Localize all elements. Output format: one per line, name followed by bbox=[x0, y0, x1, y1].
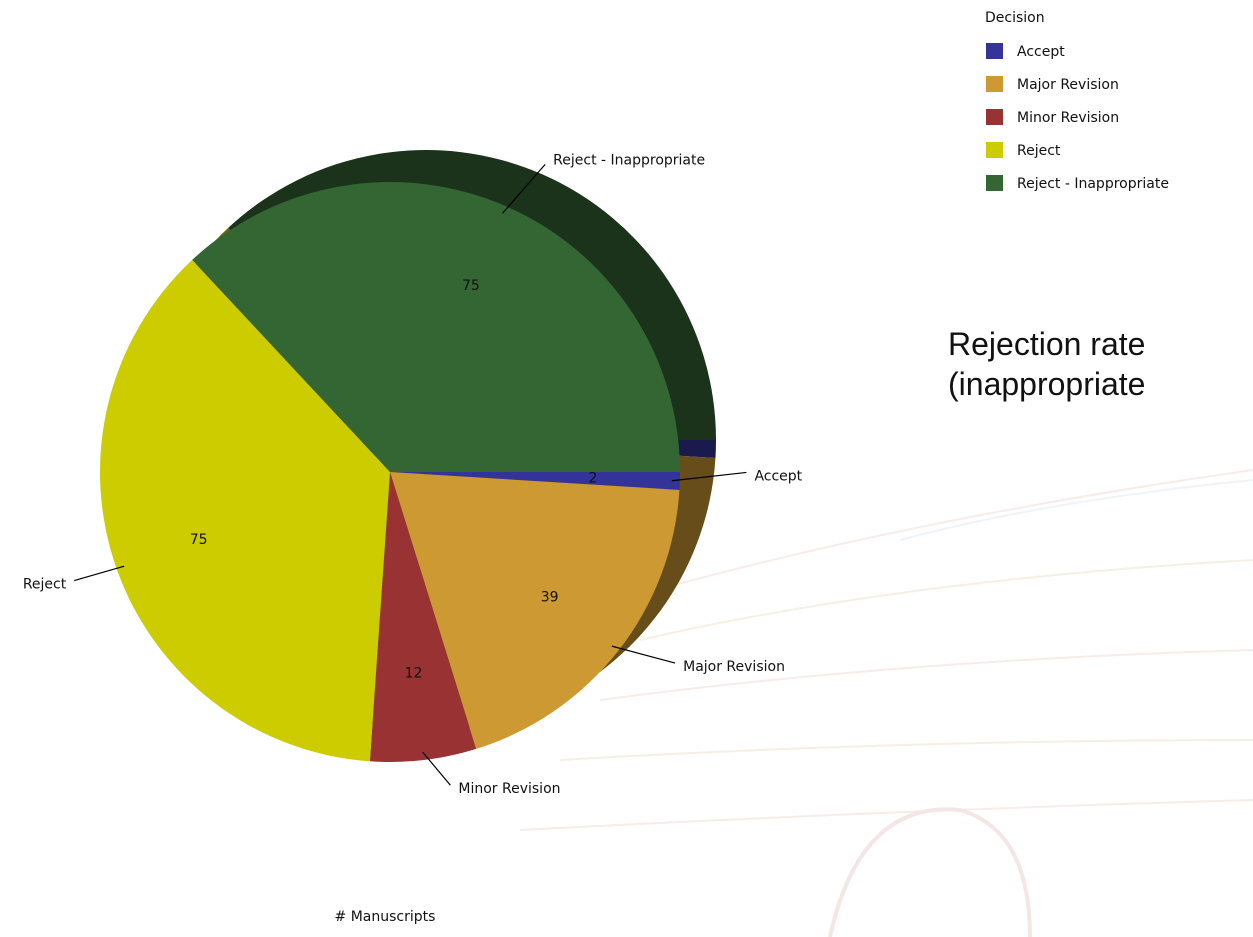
slice-label: Accept bbox=[754, 468, 802, 484]
leader-line bbox=[422, 751, 451, 786]
leader-line bbox=[671, 471, 747, 482]
slice-label: Major Revision bbox=[683, 659, 785, 675]
annotation: Rejection rate bbox=[948, 326, 1145, 362]
legend-swatch bbox=[986, 142, 1003, 158]
legend-swatch bbox=[986, 175, 1003, 191]
legend-entry: Accept bbox=[1017, 44, 1065, 60]
leader-line bbox=[501, 163, 546, 214]
value-label: 39 bbox=[541, 589, 559, 605]
slice bbox=[369, 472, 477, 762]
slice bbox=[390, 472, 680, 749]
legend-entry: Reject - Inappropriate bbox=[1017, 176, 1169, 192]
leader-line bbox=[74, 565, 125, 582]
value-label: 2 bbox=[588, 470, 597, 486]
legend-title: Decision bbox=[985, 10, 1045, 26]
legend-entry: Reject bbox=[1017, 143, 1061, 159]
slice bbox=[390, 472, 680, 490]
legend-swatch bbox=[986, 43, 1003, 59]
slice bbox=[192, 181, 680, 472]
background-decoration bbox=[519, 469, 1253, 937]
legend-swatch bbox=[986, 76, 1003, 92]
slice-label: Reject bbox=[23, 577, 67, 593]
slice-label: Reject - Inappropriate bbox=[553, 152, 705, 168]
legend-entry: Major Revision bbox=[1017, 77, 1119, 93]
annotation: (inappropriate bbox=[948, 366, 1145, 402]
leader-line bbox=[611, 645, 676, 664]
slice bbox=[99, 259, 391, 762]
value-label: 12 bbox=[405, 666, 423, 682]
legend-swatch bbox=[986, 109, 1003, 125]
legend-entry: Minor Revision bbox=[1017, 110, 1119, 126]
axis-label: # Manuscripts bbox=[335, 909, 436, 925]
value-label: 75 bbox=[462, 278, 480, 294]
slice-label: Minor Revision bbox=[458, 781, 560, 797]
value-label: 75 bbox=[190, 532, 208, 548]
